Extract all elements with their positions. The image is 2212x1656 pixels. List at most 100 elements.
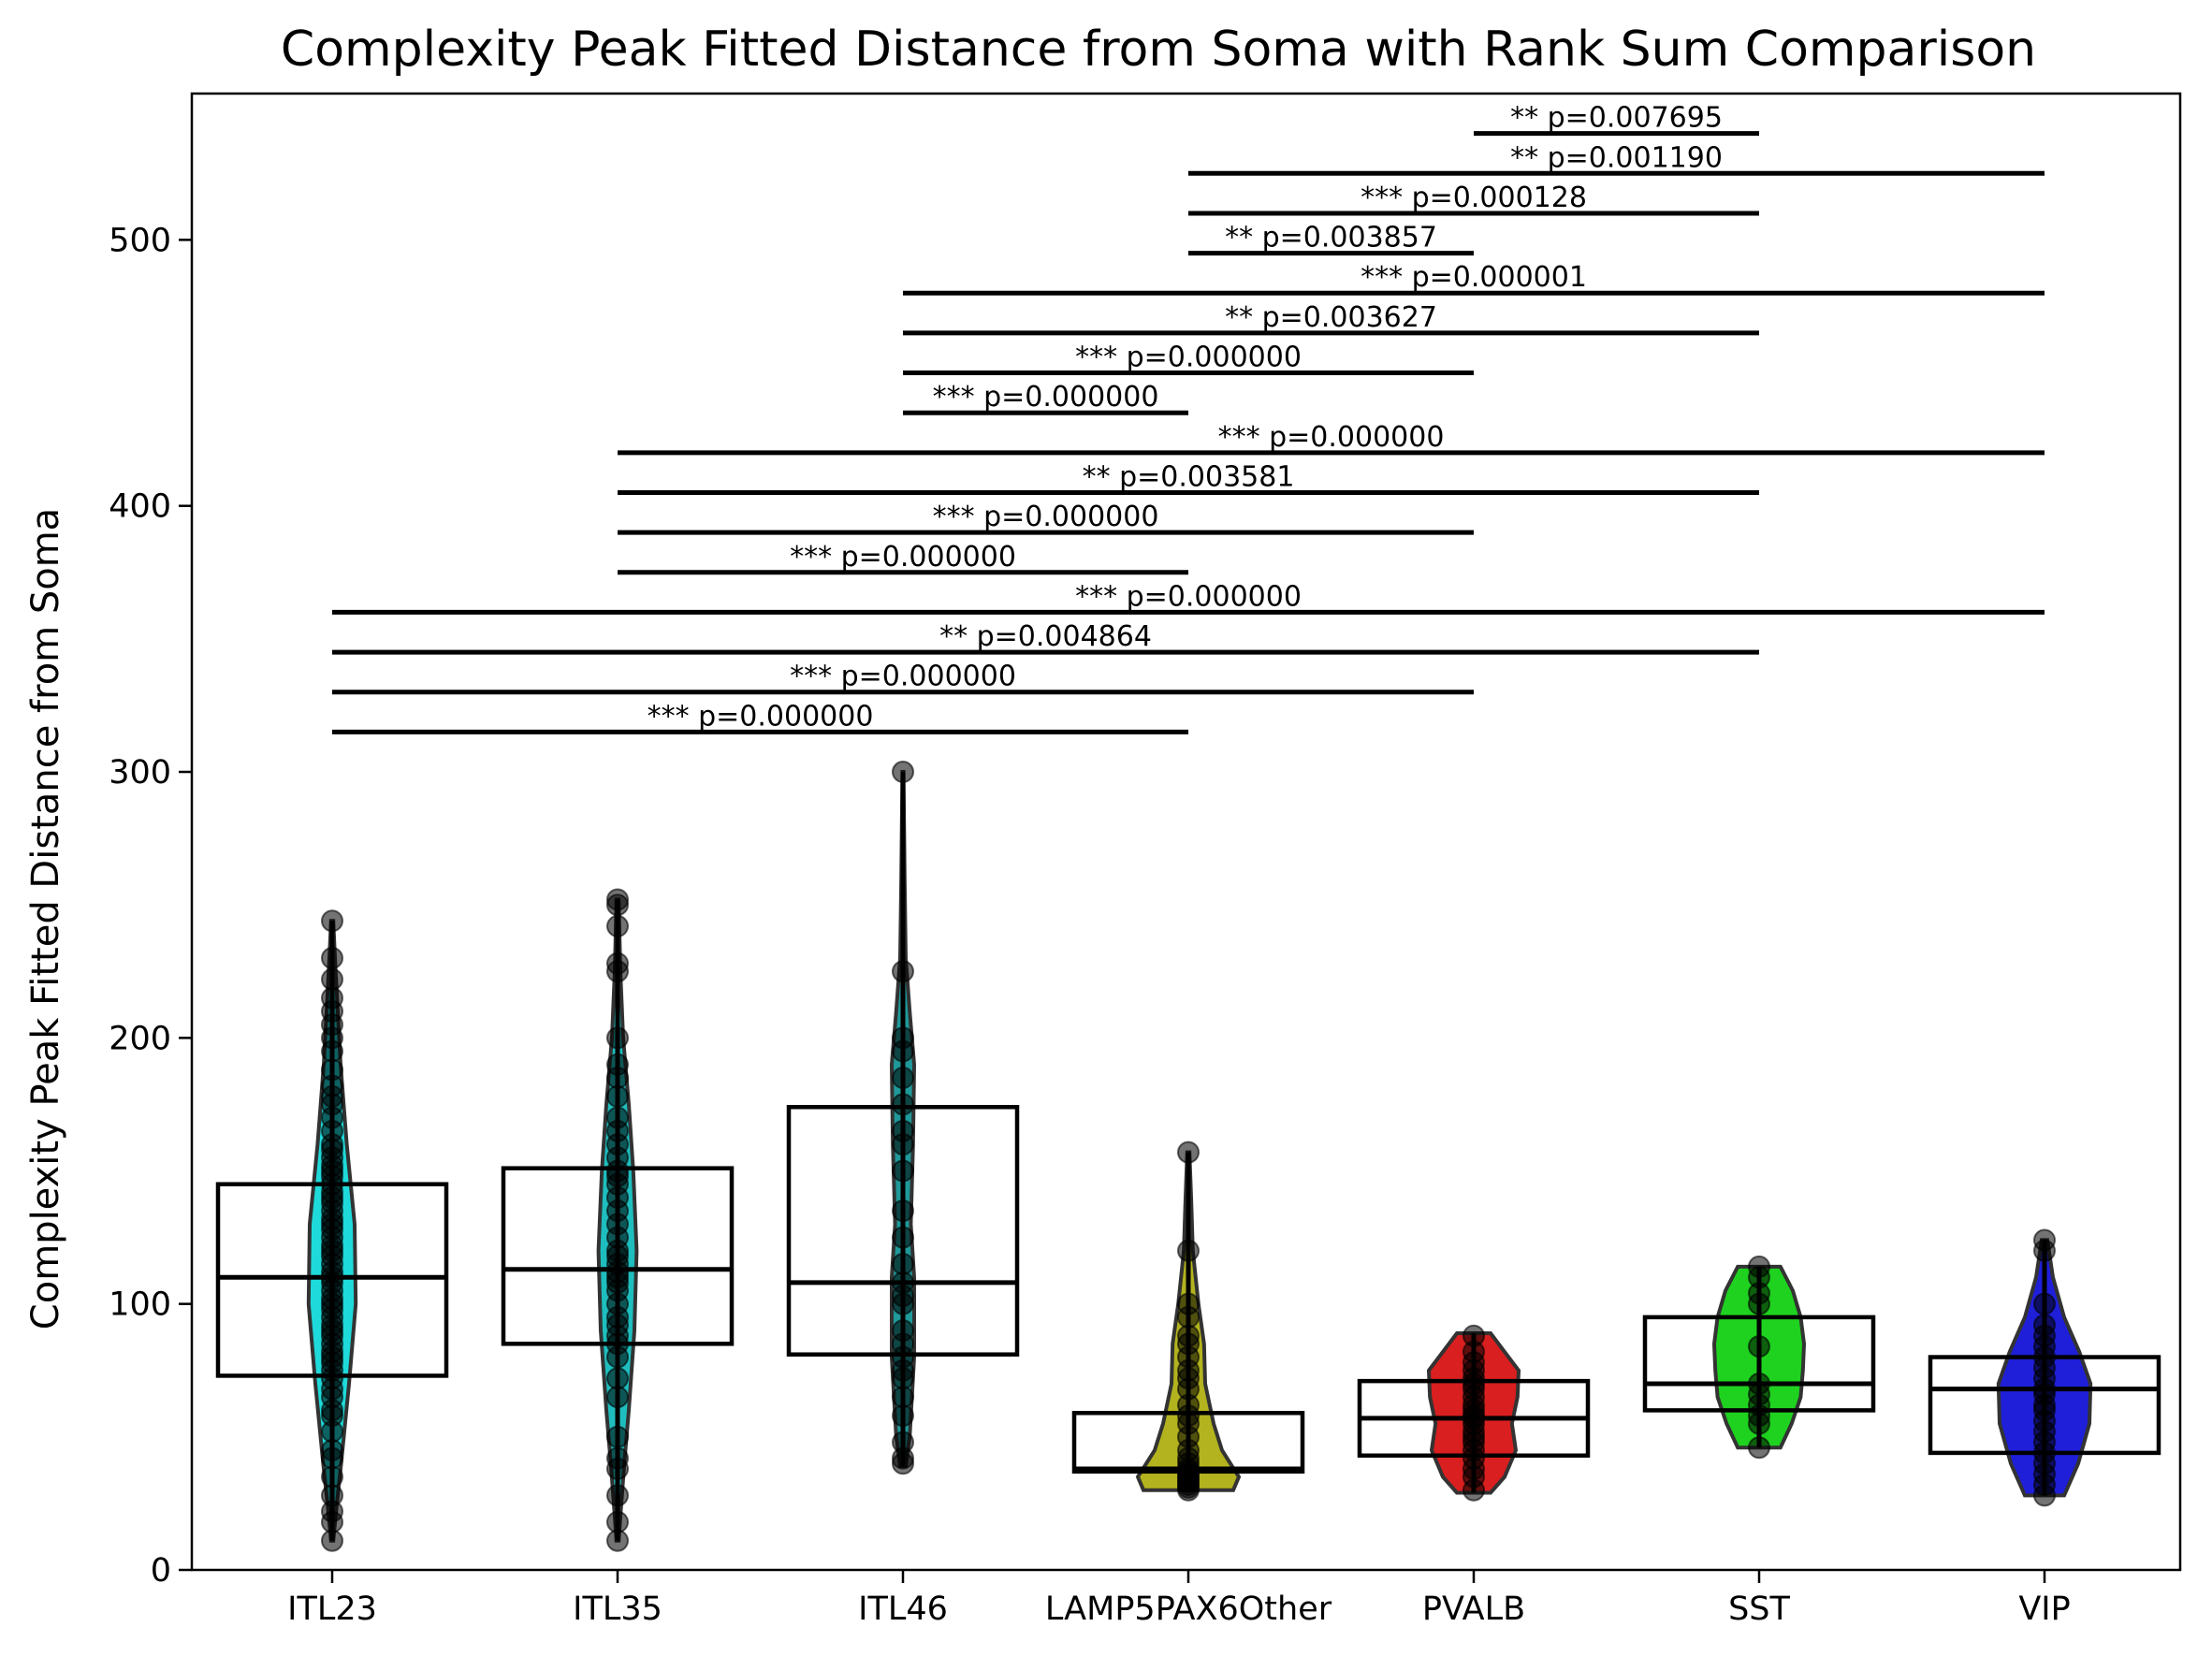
comparison-label: ** p=0.003627 [1225,301,1437,334]
comparison-label: ** p=0.007695 [1510,102,1723,135]
plot-area: 0 100 200 300 400 500 ITL23 ITL35 ITL46 LAMP5PAX6… [109,102,2161,1628]
iqr-box [786,1105,1020,1357]
data-point [321,1465,343,1489]
comparison-label: *** p=0.000000 [1218,421,1445,454]
data-point [606,888,629,911]
data-point [892,1431,914,1454]
data-point [606,1106,629,1129]
data-point [606,1367,629,1390]
violin-group-itl35: ITL35 [501,888,735,1628]
plot-frame [190,92,2182,1572]
comparison-bracket: *** p=0.000000 [332,580,2045,615]
violin-group-itl23: ITL23 [215,909,449,1628]
y-axis-label: Complexity Peak Fitted Distance from Som… [24,508,67,1329]
data-point [892,1226,914,1249]
y-tick-label: 200 [109,1020,171,1057]
comparison-label: *** p=0.000001 [1361,261,1587,294]
comparison-label: *** p=0.000128 [1361,182,1587,214]
comparison-label: ** p=0.001190 [1510,141,1723,174]
data-point [892,1093,914,1116]
y-tick-label: 0 [151,1552,171,1590]
x-tick-label: ITL46 [858,1591,948,1628]
data-point [892,1026,914,1050]
data-point [2033,1292,2056,1315]
x-tick-label: LAMP5PAX6Other [1045,1591,1332,1628]
data-point [606,1425,629,1448]
data-point [1748,1436,1770,1460]
comparison-bracket: ** p=0.001190 [1188,141,2045,176]
comparison-bracket: ** p=0.003581 [618,460,1759,495]
data-point [606,1053,629,1076]
x-tick-label: ITL23 [287,1591,377,1628]
comparison-bracket: *** p=0.000000 [332,700,1188,734]
chart-title: Complexity Peak Fitted Distance from Som… [281,22,2036,78]
comparison-bracket: *** p=0.000000 [903,381,1188,415]
data-point [606,1386,629,1409]
comparison-bracket: *** p=0.000001 [903,261,2045,296]
violin-group-sst: SST [1642,1255,1876,1628]
comparison-bracket: *** p=0.000000 [618,421,2045,456]
data-point [1177,1239,1200,1262]
data-point [606,1529,629,1552]
data-point [892,1319,914,1343]
iqr-box [501,1166,735,1346]
comparison-label: *** p=0.000000 [790,541,1016,574]
data-point [1748,1335,1770,1358]
x-tick-label: SST [1728,1591,1790,1628]
data-point [321,947,343,970]
comparison-label: ** p=0.004864 [939,620,1152,653]
data-point [892,761,914,784]
data-point [1748,1255,1770,1278]
comparison-bracket: *** p=0.000000 [332,661,1474,695]
y-tick-label: 400 [109,488,171,526]
comparison-bracket: ** p=0.004864 [332,620,1759,655]
violin-group-pvalb: PVALB [1357,1324,1591,1628]
comparison-label: *** p=0.000000 [1075,341,1302,374]
y-tick-label: 300 [109,754,171,792]
data-point [606,1026,629,1050]
comparison-bracket: ** p=0.003627 [903,301,1759,336]
data-point [321,967,343,991]
comparison-label: *** p=0.000000 [933,501,1159,533]
data-point [892,960,914,983]
iqr-box [1928,1355,2161,1456]
data-point [321,1529,343,1552]
data-point [321,986,343,1010]
comparison-label: ** p=0.003581 [1083,460,1295,493]
comparison-label: *** p=0.000000 [790,661,1016,693]
x-tick-label: PVALB [1422,1591,1525,1628]
data-point [321,1439,343,1462]
data-point [2033,1314,2056,1337]
data-point [606,1446,629,1470]
data-point [1177,1324,1200,1347]
violin-group-itl46: ITL46 [786,761,1020,1628]
data-point [606,1484,629,1507]
data-point [892,1067,914,1089]
comparison-label: *** p=0.000000 [648,700,874,733]
data-point [321,1058,343,1082]
data-point [606,914,629,937]
data-point [892,1119,914,1142]
comparison-label: ** p=0.003857 [1225,222,1437,254]
data-point [606,1084,629,1108]
violin-group-vip: VIP [1928,1228,2161,1628]
data-point [892,1199,914,1223]
iqr-box [215,1182,449,1378]
data-point [1177,1140,1200,1164]
comparison-label: *** p=0.000000 [933,381,1159,414]
comparison-bracket: *** p=0.000000 [618,501,1474,535]
data-point [1463,1324,1485,1347]
data-point [321,1484,343,1507]
comparison-bracket: *** p=0.000000 [618,541,1188,575]
comparison-bracket: ** p=0.007695 [1474,102,1759,137]
data-point [321,909,343,933]
data-point [1177,1292,1200,1315]
data-point [892,1386,914,1409]
data-point [606,1510,629,1533]
comparison-bracket: *** p=0.000000 [903,341,1474,376]
data-point [606,951,629,975]
iqr-box [1642,1315,1876,1413]
